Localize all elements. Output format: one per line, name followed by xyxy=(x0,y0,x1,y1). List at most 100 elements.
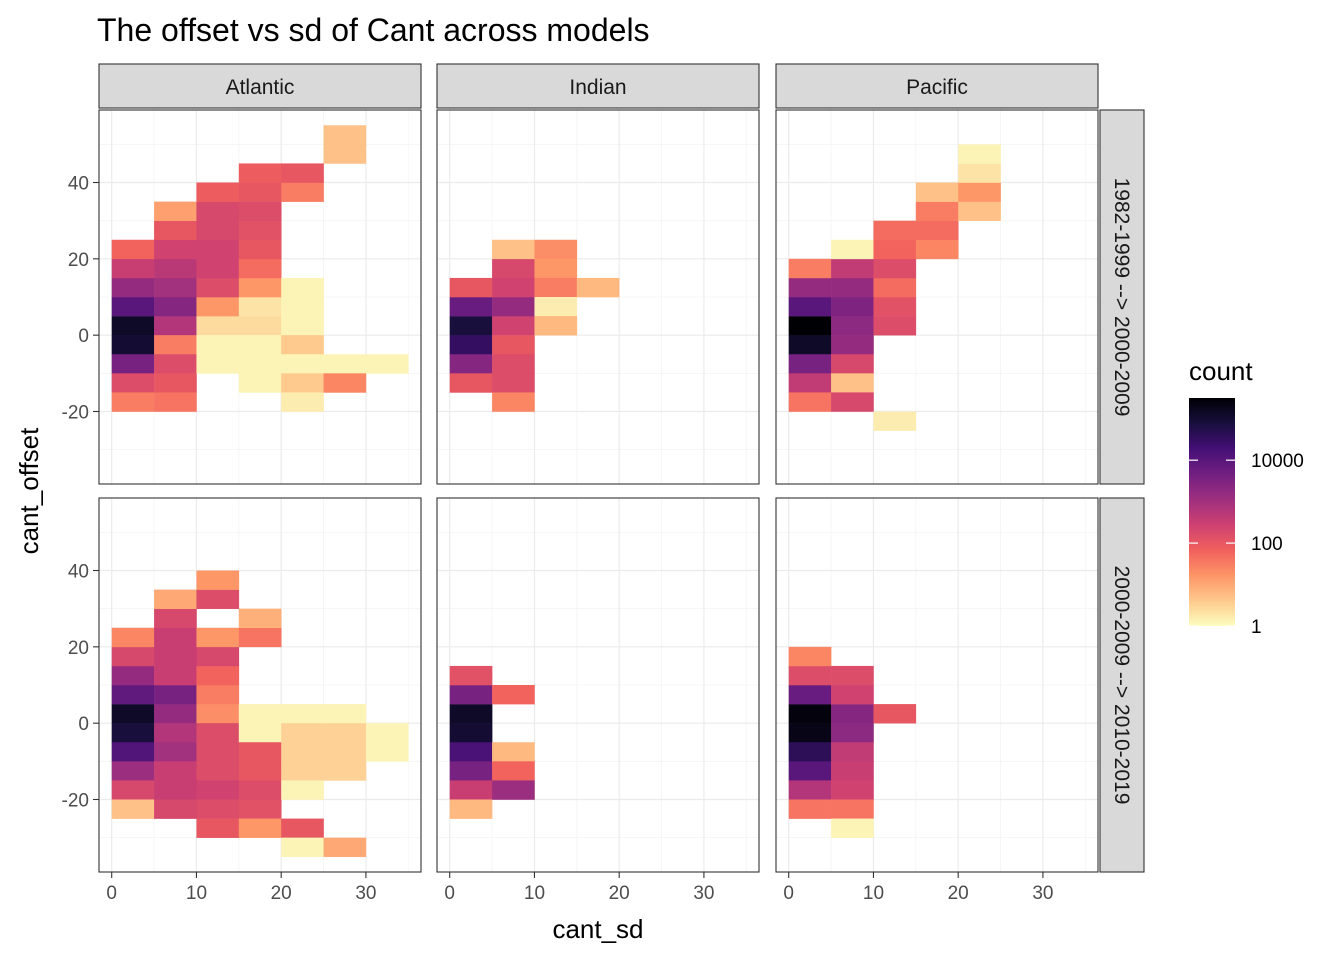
heatmap-cell xyxy=(449,723,493,743)
heatmap-cell xyxy=(238,761,282,781)
heatmap-cell xyxy=(449,297,493,317)
panel-border xyxy=(436,109,760,485)
heatmap-cell xyxy=(915,201,959,221)
heatmap-cell xyxy=(873,297,917,317)
heatmap-cell xyxy=(915,220,959,241)
heatmap-cell xyxy=(788,316,832,336)
heatmap-cell xyxy=(281,704,324,724)
heatmap-cell xyxy=(281,277,324,298)
strip-label-atlantic: Atlantic xyxy=(226,76,295,99)
heatmap-cell xyxy=(196,665,240,686)
heatmap-cell xyxy=(111,742,155,762)
heatmap-cell xyxy=(281,780,324,800)
panel-grid-and-cells xyxy=(776,498,1098,872)
plot-title: The offset vs sd of Cant across models xyxy=(97,12,650,48)
heatmap-cell xyxy=(196,818,240,838)
heatmap-cell xyxy=(154,761,197,781)
heatmap-cell xyxy=(154,704,197,724)
heatmap-cell xyxy=(492,316,535,336)
heatmap-cell xyxy=(788,354,832,374)
heatmap-cell xyxy=(788,761,832,781)
heatmap-cell xyxy=(196,646,240,667)
heatmap-cell xyxy=(492,742,535,762)
heatmap-cell xyxy=(873,277,917,298)
y-tick-label: 0 xyxy=(78,714,89,735)
heatmap-cell xyxy=(323,742,367,762)
heatmap-cell xyxy=(154,608,197,629)
x-tick-label: 10 xyxy=(186,883,207,904)
y-tick-label: 20 xyxy=(68,250,89,271)
heatmap-cell xyxy=(196,627,240,648)
heatmap-cell xyxy=(788,646,832,667)
heatmap-cell xyxy=(111,780,155,800)
heatmap-cell xyxy=(873,411,917,431)
heatmap-cell xyxy=(831,780,874,800)
heatmap-cell xyxy=(154,646,197,667)
heatmap-cell xyxy=(196,277,240,298)
heatmap-cell xyxy=(831,685,874,705)
heatmap-cell xyxy=(958,163,1001,183)
heatmap-cell xyxy=(111,373,155,393)
row-strip-2 xyxy=(1099,497,1145,873)
heatmap-cell xyxy=(111,258,155,279)
x-tick-label: 0 xyxy=(783,883,794,904)
heatmap-cell xyxy=(281,818,324,838)
heatmap-cell xyxy=(492,297,535,317)
x-tick-label: 30 xyxy=(693,883,714,904)
heatmap-cell xyxy=(154,239,197,260)
heatmap-cell xyxy=(449,316,493,336)
heatmap-cell xyxy=(873,258,917,279)
heatmap-cell xyxy=(365,354,409,374)
heatmap-cell xyxy=(831,665,874,686)
heatmap-cell xyxy=(111,646,155,667)
y-tick-label: 40 xyxy=(68,562,89,583)
heatmap-cell xyxy=(831,335,874,355)
heatmap-cell xyxy=(154,780,197,800)
heatmap-cell xyxy=(111,665,155,686)
heatmap-cell xyxy=(831,799,874,819)
heatmap-cell xyxy=(238,723,282,743)
heatmap-cell xyxy=(111,316,155,336)
x-tick-label: 0 xyxy=(444,883,455,904)
panel-border xyxy=(98,497,422,873)
heatmap-cell xyxy=(196,780,240,800)
heatmap-cell xyxy=(281,297,324,317)
heatmap-cell xyxy=(238,799,282,819)
heatmap-cell xyxy=(238,608,282,629)
panel-atlantic-1 xyxy=(98,109,422,485)
y-tick-label: -20 xyxy=(62,790,89,811)
heatmap-cell xyxy=(196,761,240,781)
heatmap-cell xyxy=(196,704,240,724)
heatmap-cell xyxy=(196,685,240,705)
heatmap-cell xyxy=(492,239,535,260)
heatmap-cell xyxy=(492,761,535,781)
panel-grid-and-cells xyxy=(437,110,759,484)
heatmap-cell xyxy=(492,277,535,298)
legend-colorbar xyxy=(1189,398,1235,626)
x-tick-label: 20 xyxy=(271,883,292,904)
y-tick-label: -20 xyxy=(62,402,89,423)
heatmap-cell xyxy=(281,354,324,374)
heatmap-cell xyxy=(788,258,832,279)
heatmap-cell xyxy=(111,277,155,298)
heatmap-cell xyxy=(534,277,578,298)
heatmap-cell xyxy=(238,258,282,279)
heatmap-cell xyxy=(281,182,324,202)
heatmap-cell xyxy=(154,373,197,393)
heatmap-cell xyxy=(323,837,367,858)
heatmap-cell xyxy=(196,239,240,260)
heatmap-cell xyxy=(449,354,493,374)
heatmap-cell xyxy=(915,182,959,202)
panel-border xyxy=(436,497,760,873)
heatmap-cell xyxy=(111,392,155,412)
heatmap-cell xyxy=(154,627,197,648)
strip-indian xyxy=(436,63,760,109)
heatmap-cell xyxy=(492,685,535,705)
heatmap-cell xyxy=(449,373,493,393)
heatmap-cell xyxy=(281,335,324,355)
legend-break-label: 10000 xyxy=(1251,451,1304,472)
heatmap-cell xyxy=(154,354,197,374)
y-tick-label: 0 xyxy=(78,326,89,347)
heatmap-cell xyxy=(196,297,240,317)
heatmap-cell xyxy=(196,258,240,279)
